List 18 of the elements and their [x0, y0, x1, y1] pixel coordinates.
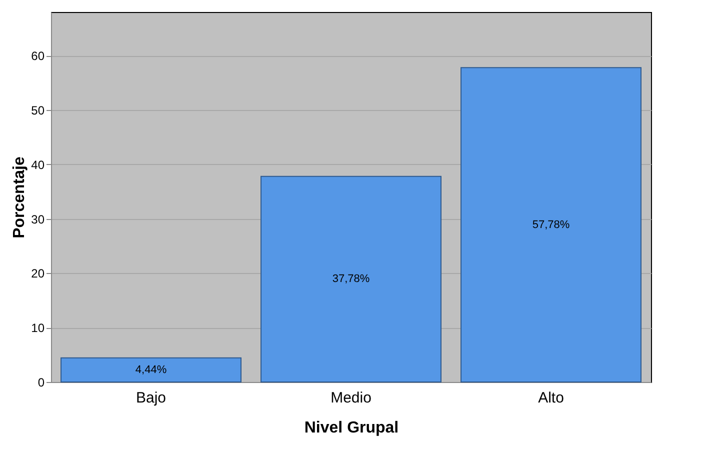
x-tick-label: Alto: [538, 390, 564, 406]
bar: [60, 357, 242, 382]
y-axis-title: Porcentaje: [11, 156, 28, 238]
bar: [460, 67, 642, 382]
x-tick-label: Bajo: [136, 390, 166, 406]
y-tick-label: 10: [31, 321, 45, 336]
x-axis-title: Nivel Grupal: [304, 420, 399, 436]
data-label: 4,44%: [135, 364, 167, 376]
y-tick-label: 60: [31, 49, 45, 64]
data-label: 57,78%: [532, 218, 570, 231]
data-label: 37,78%: [332, 273, 370, 286]
x-tick-label: Medio: [330, 390, 372, 406]
y-tick-label: 0: [38, 376, 45, 390]
y-tick-label: 40: [31, 158, 45, 172]
y-tick-label: 20: [31, 266, 45, 281]
bar: [260, 176, 442, 382]
y-tick-label: 50: [31, 103, 45, 118]
y-tick-label: 30: [31, 212, 45, 226]
